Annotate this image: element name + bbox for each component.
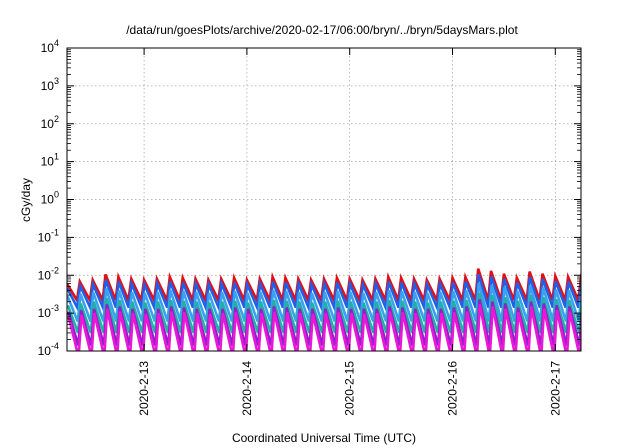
x-tick-label: 2020-2-17 [548, 361, 562, 416]
x-tick-label: 2020-2-14 [240, 361, 254, 416]
chart-title: /data/run/goesPlots/archive/2020-02-17/0… [126, 23, 518, 37]
y-tick-label: 10-3 [38, 303, 59, 320]
x-tick-label: 2020-2-16 [446, 361, 460, 416]
data-series [67, 268, 581, 351]
x-tick-label: 2020-2-15 [343, 361, 357, 416]
y-tick-label: 104 [41, 38, 59, 55]
y-tick-label: 10-4 [38, 341, 59, 358]
series-line-6 [67, 304, 581, 351]
y-tick-label: 101 [41, 152, 59, 169]
x-tick-labels: 2020-2-13 2020-2-14 2020-2-15 2020-2-16 2020… [137, 361, 562, 416]
y-tick-label: 102 [41, 114, 59, 131]
y-tick-label: 10-2 [38, 265, 59, 282]
y-tick-labels: 10-4 10-3 10-2 10-1 100 101 102 103 104 [38, 38, 59, 358]
axis-ticks [67, 47, 581, 352]
y-tick-label: 103 [41, 76, 59, 93]
x-tick-label: 2020-2-13 [137, 361, 151, 416]
y-tick-label: 10-1 [38, 227, 59, 244]
y-axis-label: cGy/day [19, 178, 33, 222]
y-tick-label: 100 [41, 190, 59, 207]
x-axis-label: Coordinated Universal Time (UTC) [232, 431, 416, 445]
